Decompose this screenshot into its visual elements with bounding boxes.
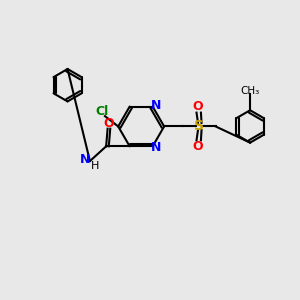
Text: O: O (193, 100, 203, 112)
Text: S: S (194, 119, 205, 134)
Text: H: H (91, 161, 99, 171)
Text: Cl: Cl (95, 105, 109, 118)
Text: O: O (104, 117, 114, 130)
Text: N: N (80, 153, 91, 166)
Text: N: N (151, 141, 161, 154)
Text: CH₃: CH₃ (241, 85, 260, 95)
Text: O: O (193, 140, 203, 153)
Text: N: N (151, 99, 161, 112)
